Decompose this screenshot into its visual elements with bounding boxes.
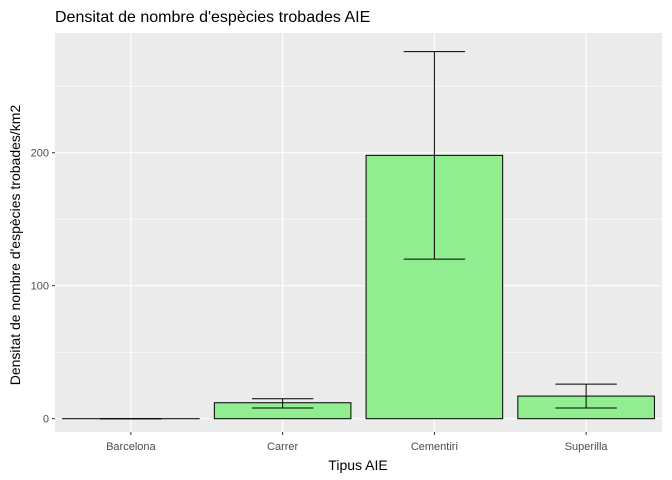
x-tick-label: Carrer (267, 441, 299, 453)
y-tick-label: 0 (43, 414, 49, 426)
y-axis-title: Densitat de nombre d'espècies trobades/k… (7, 105, 23, 386)
y-tick-label: 200 (31, 148, 49, 160)
x-axis-ticks: Barcelona Carrer Cementiri Superilla (106, 432, 608, 453)
x-axis-title: Tipus AIE (328, 457, 387, 473)
grid-minor-lines (55, 85, 662, 353)
x-tick-label: Barcelona (106, 441, 156, 453)
x-tick-label: Superilla (565, 441, 609, 453)
chart-title: Densitat de nombre d'espècies trobades A… (55, 9, 370, 26)
x-tick-label: Cementiri (411, 441, 458, 453)
y-axis-ticks: 0 100 200 (31, 148, 55, 426)
bars-group (62, 154, 655, 420)
plot-panel (55, 33, 662, 432)
y-tick-label: 100 (31, 281, 49, 293)
error-bars-group (100, 51, 617, 420)
